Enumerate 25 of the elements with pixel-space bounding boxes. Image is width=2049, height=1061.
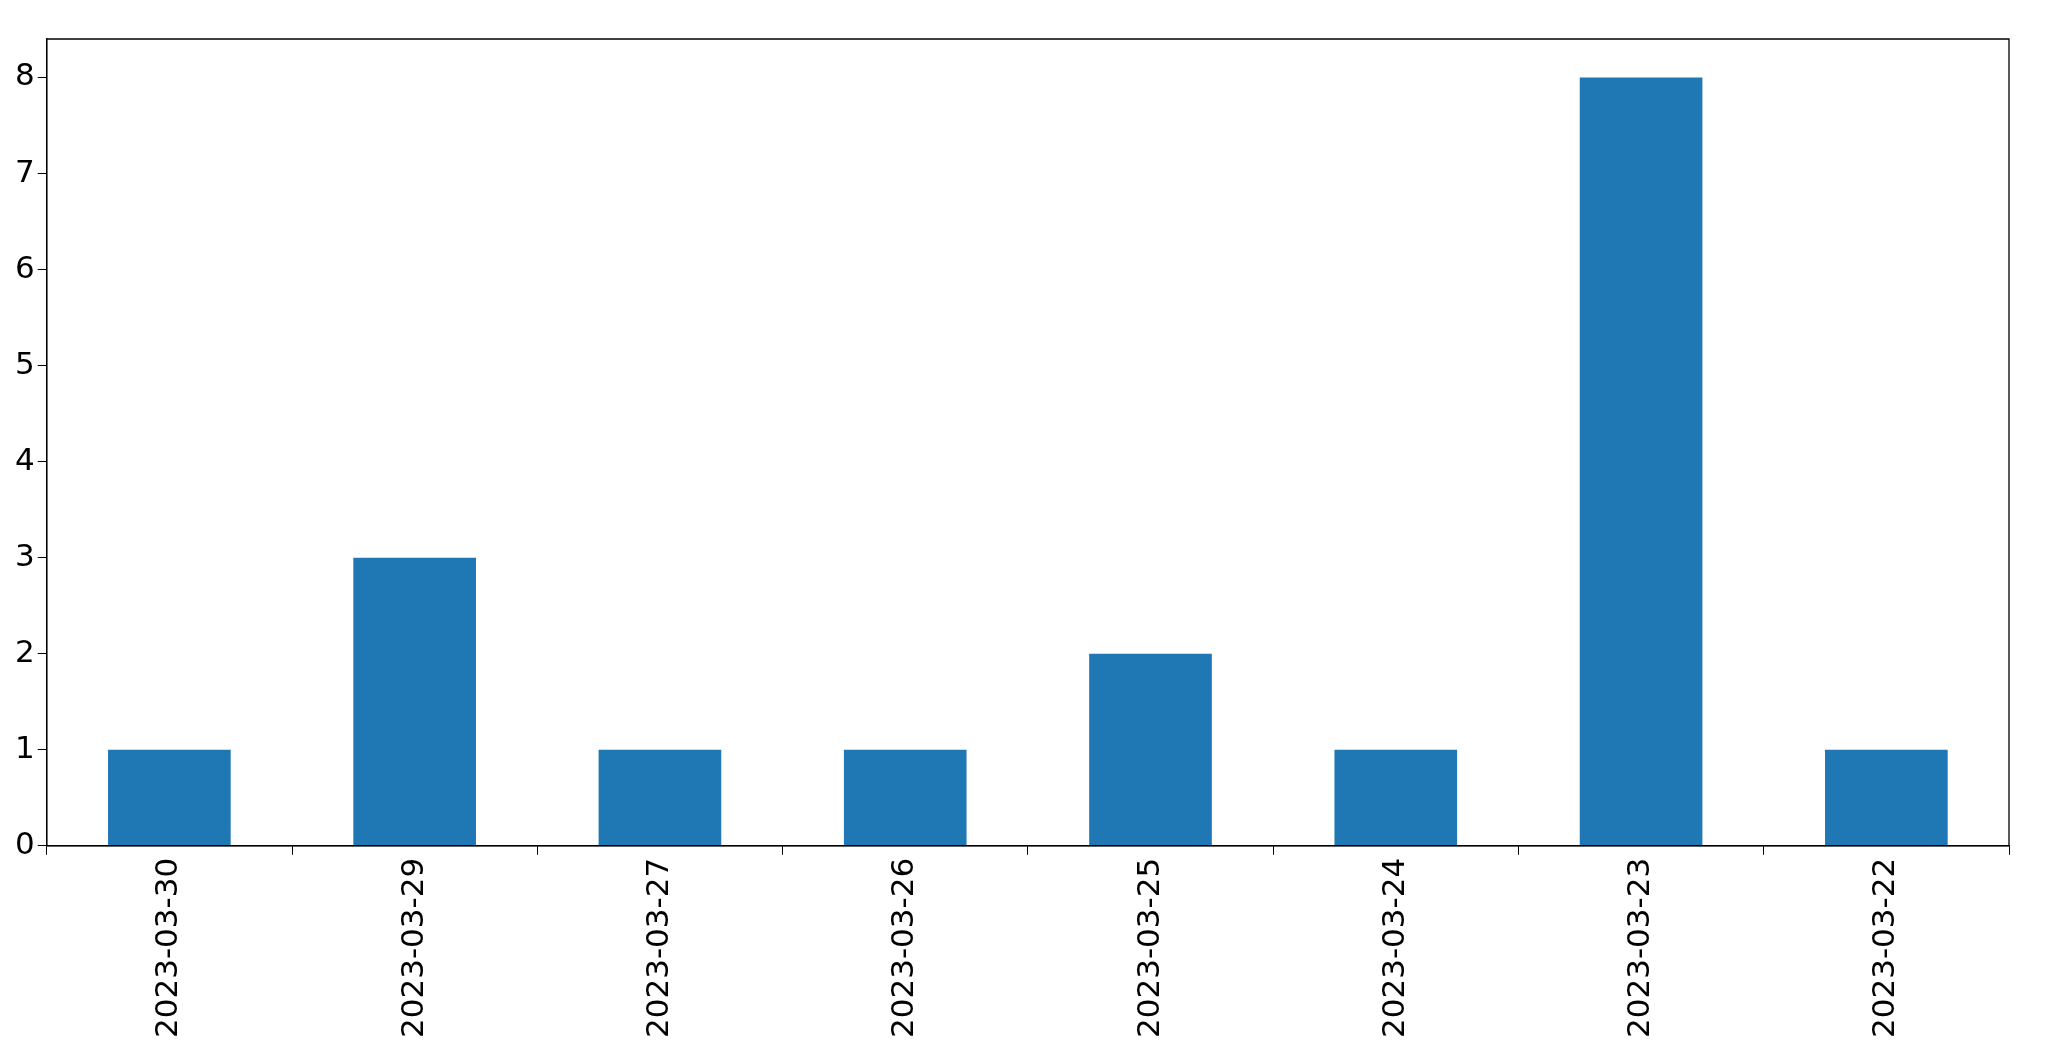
x-tick-label: 2023-03-25 (1129, 857, 1166, 1039)
y-tick-label: 2 (14, 632, 35, 669)
x-tick-label: 2023-03-27 (638, 857, 675, 1039)
y-tick-label: 1 (14, 728, 35, 765)
bar (1579, 77, 1703, 846)
x-tick-label: 2023-03-30 (148, 857, 185, 1039)
y-tick-label: 8 (14, 56, 35, 93)
x-tick-label: 2023-03-26 (884, 857, 921, 1039)
y-tick-label: 0 (14, 824, 35, 861)
y-tick-label: 4 (14, 440, 35, 477)
x-tick-label: 2023-03-22 (1865, 857, 1902, 1039)
y-tick-label: 5 (14, 344, 35, 381)
y-tick-label: 3 (14, 536, 35, 573)
bar (1089, 653, 1212, 846)
x-tick-label: 2023-03-23 (1620, 857, 1657, 1039)
bar (353, 557, 476, 846)
bar (843, 749, 967, 846)
y-tick-label: 6 (14, 248, 35, 285)
bar (108, 749, 231, 846)
bar (1825, 749, 1948, 846)
y-tick-label: 7 (14, 152, 35, 189)
bar (598, 749, 722, 846)
bar (1334, 749, 1458, 846)
x-tick-label: 2023-03-29 (393, 857, 430, 1039)
x-tick-label: 2023-03-24 (1374, 857, 1411, 1039)
